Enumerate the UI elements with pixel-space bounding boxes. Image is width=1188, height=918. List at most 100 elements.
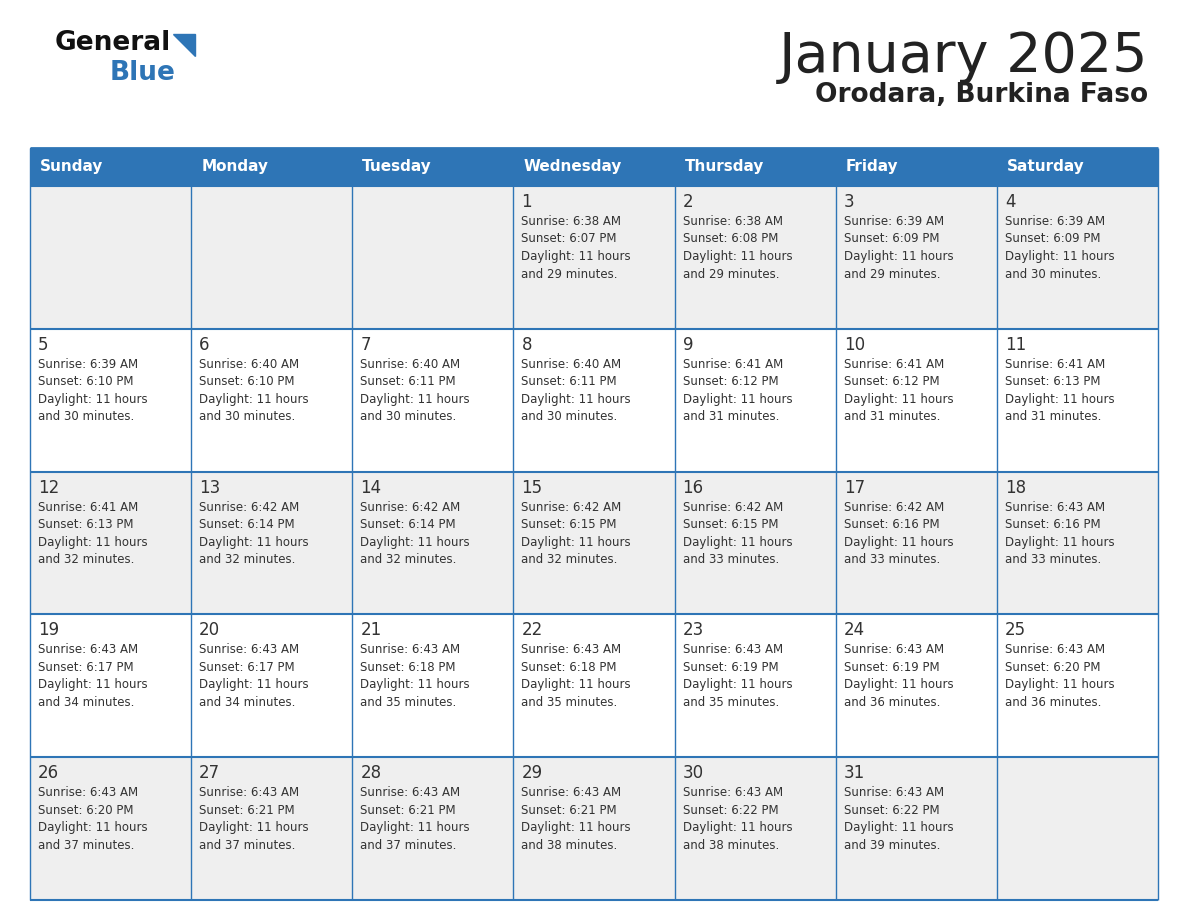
Text: Sunset: 6:11 PM: Sunset: 6:11 PM <box>522 375 617 388</box>
Text: Sunrise: 6:38 AM: Sunrise: 6:38 AM <box>683 215 783 228</box>
Text: Daylight: 11 hours: Daylight: 11 hours <box>843 678 953 691</box>
Text: Orodara, Burkina Faso: Orodara, Burkina Faso <box>815 82 1148 108</box>
Text: Daylight: 11 hours: Daylight: 11 hours <box>38 393 147 406</box>
Text: and 30 minutes.: and 30 minutes. <box>360 410 456 423</box>
Text: Sunset: 6:14 PM: Sunset: 6:14 PM <box>360 518 456 532</box>
Text: 14: 14 <box>360 478 381 497</box>
Text: Sunrise: 6:43 AM: Sunrise: 6:43 AM <box>683 786 783 800</box>
Text: Sunset: 6:18 PM: Sunset: 6:18 PM <box>522 661 617 674</box>
Bar <box>30 329 1158 472</box>
Text: Sunset: 6:09 PM: Sunset: 6:09 PM <box>1005 232 1100 245</box>
Text: and 30 minutes.: and 30 minutes. <box>1005 267 1101 281</box>
Text: Sunset: 6:15 PM: Sunset: 6:15 PM <box>522 518 617 532</box>
Text: 2: 2 <box>683 193 693 211</box>
Text: 12: 12 <box>38 478 59 497</box>
Text: Sunrise: 6:43 AM: Sunrise: 6:43 AM <box>360 786 461 800</box>
Text: Monday: Monday <box>201 160 268 174</box>
Text: and 38 minutes.: and 38 minutes. <box>683 839 779 852</box>
Text: Daylight: 11 hours: Daylight: 11 hours <box>683 822 792 834</box>
Text: Sunrise: 6:39 AM: Sunrise: 6:39 AM <box>843 215 943 228</box>
Text: Sunrise: 6:43 AM: Sunrise: 6:43 AM <box>522 786 621 800</box>
Text: and 29 minutes.: and 29 minutes. <box>522 267 618 281</box>
Text: 26: 26 <box>38 764 59 782</box>
Text: and 32 minutes.: and 32 minutes. <box>522 554 618 566</box>
Text: Sunset: 6:16 PM: Sunset: 6:16 PM <box>1005 518 1100 532</box>
Text: 23: 23 <box>683 621 703 640</box>
Text: Sunset: 6:15 PM: Sunset: 6:15 PM <box>683 518 778 532</box>
Text: 13: 13 <box>200 478 221 497</box>
Text: Daylight: 11 hours: Daylight: 11 hours <box>683 535 792 549</box>
Text: and 30 minutes.: and 30 minutes. <box>522 410 618 423</box>
Text: Daylight: 11 hours: Daylight: 11 hours <box>1005 393 1114 406</box>
Text: and 32 minutes.: and 32 minutes. <box>38 554 134 566</box>
Text: Sunrise: 6:39 AM: Sunrise: 6:39 AM <box>38 358 138 371</box>
Text: 20: 20 <box>200 621 220 640</box>
Text: Sunrise: 6:43 AM: Sunrise: 6:43 AM <box>843 786 943 800</box>
Text: Sunrise: 6:43 AM: Sunrise: 6:43 AM <box>38 644 138 656</box>
Text: 15: 15 <box>522 478 543 497</box>
Text: and 37 minutes.: and 37 minutes. <box>360 839 456 852</box>
Text: Sunset: 6:12 PM: Sunset: 6:12 PM <box>843 375 940 388</box>
Text: Daylight: 11 hours: Daylight: 11 hours <box>522 678 631 691</box>
Text: Sunrise: 6:43 AM: Sunrise: 6:43 AM <box>1005 644 1105 656</box>
Text: Sunrise: 6:42 AM: Sunrise: 6:42 AM <box>843 500 944 513</box>
Text: Sunrise: 6:43 AM: Sunrise: 6:43 AM <box>38 786 138 800</box>
Text: Sunset: 6:16 PM: Sunset: 6:16 PM <box>843 518 940 532</box>
Text: and 35 minutes.: and 35 minutes. <box>522 696 618 709</box>
Text: Daylight: 11 hours: Daylight: 11 hours <box>683 250 792 263</box>
Text: Sunset: 6:11 PM: Sunset: 6:11 PM <box>360 375 456 388</box>
Text: Sunset: 6:14 PM: Sunset: 6:14 PM <box>200 518 295 532</box>
Text: and 33 minutes.: and 33 minutes. <box>1005 554 1101 566</box>
Text: Sunrise: 6:41 AM: Sunrise: 6:41 AM <box>38 500 138 513</box>
Text: Sunset: 6:08 PM: Sunset: 6:08 PM <box>683 232 778 245</box>
Text: and 31 minutes.: and 31 minutes. <box>683 410 779 423</box>
Text: Sunrise: 6:41 AM: Sunrise: 6:41 AM <box>843 358 944 371</box>
Text: and 35 minutes.: and 35 minutes. <box>683 696 779 709</box>
Text: Sunrise: 6:43 AM: Sunrise: 6:43 AM <box>1005 500 1105 513</box>
Text: Daylight: 11 hours: Daylight: 11 hours <box>38 822 147 834</box>
Text: Sunrise: 6:39 AM: Sunrise: 6:39 AM <box>1005 215 1105 228</box>
Text: 10: 10 <box>843 336 865 353</box>
Text: Daylight: 11 hours: Daylight: 11 hours <box>200 678 309 691</box>
Text: Sunrise: 6:42 AM: Sunrise: 6:42 AM <box>200 500 299 513</box>
Text: Daylight: 11 hours: Daylight: 11 hours <box>1005 250 1114 263</box>
Text: Daylight: 11 hours: Daylight: 11 hours <box>522 250 631 263</box>
Text: and 34 minutes.: and 34 minutes. <box>38 696 134 709</box>
Text: and 29 minutes.: and 29 minutes. <box>683 267 779 281</box>
Text: and 32 minutes.: and 32 minutes. <box>360 554 456 566</box>
Text: Daylight: 11 hours: Daylight: 11 hours <box>1005 535 1114 549</box>
Text: Sunrise: 6:42 AM: Sunrise: 6:42 AM <box>683 500 783 513</box>
Text: and 36 minutes.: and 36 minutes. <box>1005 696 1101 709</box>
Text: 1: 1 <box>522 193 532 211</box>
Text: Sunrise: 6:43 AM: Sunrise: 6:43 AM <box>683 644 783 656</box>
Text: Sunset: 6:10 PM: Sunset: 6:10 PM <box>200 375 295 388</box>
Text: Sunrise: 6:43 AM: Sunrise: 6:43 AM <box>200 786 299 800</box>
Text: Daylight: 11 hours: Daylight: 11 hours <box>683 393 792 406</box>
Text: Daylight: 11 hours: Daylight: 11 hours <box>843 822 953 834</box>
Text: Daylight: 11 hours: Daylight: 11 hours <box>38 535 147 549</box>
Text: Daylight: 11 hours: Daylight: 11 hours <box>522 535 631 549</box>
Text: 4: 4 <box>1005 193 1016 211</box>
Bar <box>30 757 1158 900</box>
Text: Sunset: 6:19 PM: Sunset: 6:19 PM <box>843 661 940 674</box>
Text: Daylight: 11 hours: Daylight: 11 hours <box>360 678 470 691</box>
Text: 16: 16 <box>683 478 703 497</box>
Text: 18: 18 <box>1005 478 1026 497</box>
Text: and 31 minutes.: and 31 minutes. <box>843 410 940 423</box>
Text: Sunset: 6:17 PM: Sunset: 6:17 PM <box>200 661 295 674</box>
Text: Sunrise: 6:43 AM: Sunrise: 6:43 AM <box>522 644 621 656</box>
Text: Sunrise: 6:40 AM: Sunrise: 6:40 AM <box>360 358 461 371</box>
Text: Sunset: 6:21 PM: Sunset: 6:21 PM <box>522 803 617 817</box>
Text: 11: 11 <box>1005 336 1026 353</box>
Text: 19: 19 <box>38 621 59 640</box>
Text: 8: 8 <box>522 336 532 353</box>
Text: and 39 minutes.: and 39 minutes. <box>843 839 940 852</box>
Text: Sunset: 6:18 PM: Sunset: 6:18 PM <box>360 661 456 674</box>
Text: and 31 minutes.: and 31 minutes. <box>1005 410 1101 423</box>
Text: 17: 17 <box>843 478 865 497</box>
Text: and 33 minutes.: and 33 minutes. <box>683 554 779 566</box>
Text: 3: 3 <box>843 193 854 211</box>
Bar <box>30 472 1158 614</box>
Text: General: General <box>55 30 171 56</box>
Text: and 36 minutes.: and 36 minutes. <box>843 696 940 709</box>
